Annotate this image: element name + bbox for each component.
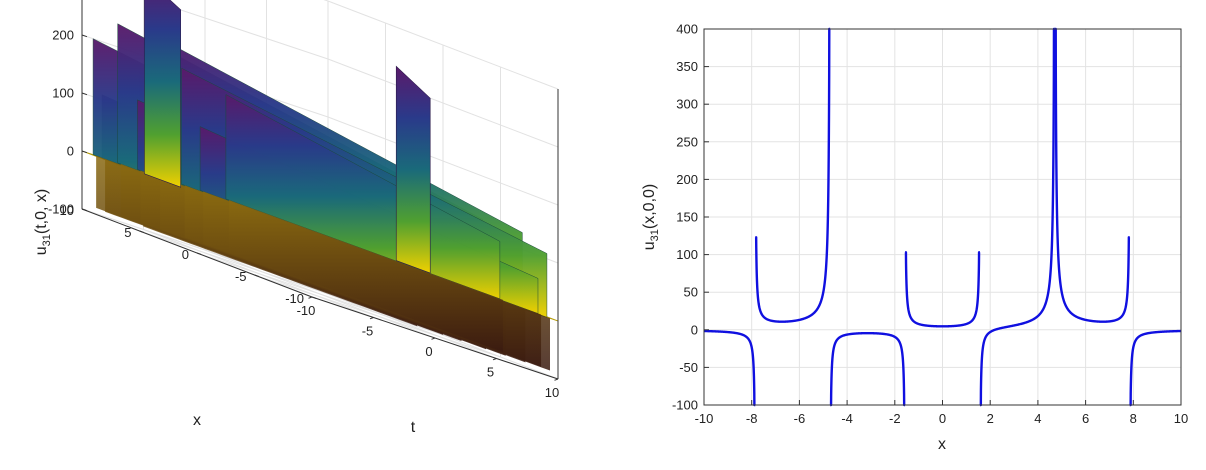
- surface-z-tick-labels: 4003002001000-100: [48, 28, 88, 217]
- surface-zlabel-rest: (t,0, x): [33, 189, 50, 234]
- x-tick-label: -4: [841, 411, 853, 426]
- x-tick-label: -10: [695, 411, 714, 426]
- x-tick-label: -8: [746, 411, 758, 426]
- y-tick-label: 300: [676, 97, 698, 112]
- t-tick-label: -10: [297, 303, 316, 318]
- y-tick-label: 150: [676, 210, 698, 225]
- z-tick: [81, 92, 88, 96]
- y-tick-label: 250: [676, 134, 698, 149]
- x-tick-label: 8: [1130, 411, 1137, 426]
- x-tick-label: 10: [60, 203, 74, 218]
- x-tick-label: 6: [1082, 411, 1089, 426]
- x-tick-label: -10: [285, 291, 304, 306]
- surface-ridges: [92, 0, 551, 371]
- t-tick-label: -5: [362, 324, 374, 339]
- t-tick: [369, 317, 374, 320]
- x-tick-label: 5: [124, 225, 131, 240]
- surface-t-tick-labels: -10 -5 0 5 10: [297, 296, 559, 400]
- z-tick: [81, 34, 88, 38]
- t-tick: [308, 296, 313, 299]
- edge-spike: [395, 65, 431, 274]
- t-tick: [492, 358, 497, 361]
- y-tick-label: -100: [672, 398, 698, 413]
- t-tick-label: 0: [425, 344, 432, 359]
- y-tick-label: 400: [676, 22, 698, 37]
- y-tick-label: 50: [684, 285, 698, 300]
- curve-segment: [828, 331, 907, 407]
- x-tick-label: 4: [1034, 411, 1041, 426]
- surface-x-tick-labels: 10 5 0 -5 -10: [60, 203, 317, 306]
- x-tick: [196, 252, 202, 255]
- y-tick-label: 0: [691, 322, 698, 337]
- line-plot-ylabel-rest: (x,0,0): [641, 184, 658, 229]
- y-tick-label: 100: [676, 247, 698, 262]
- line-plot-2d: -10 -8 -6 -4 -2 0 2 4 6 8 10 -100 -50 0 50 100 150 200 25…: [641, 22, 1188, 454]
- t-tick-label: 10: [545, 385, 559, 400]
- line-plot-series: [702, 27, 1183, 407]
- surface-zlabel-base: u: [33, 246, 50, 255]
- x-tick-label: 10: [1174, 411, 1188, 426]
- curve-segment: [903, 251, 982, 328]
- x-floor-gridline: [254, 274, 501, 358]
- surface-zlabel-sub: 31: [41, 234, 53, 246]
- x-tick: [254, 274, 259, 277]
- line-plot-ylabel-base: u: [641, 241, 658, 250]
- line-plot-ylabel: u31(x,0,0): [641, 184, 661, 251]
- x-tick-label: 2: [987, 411, 994, 426]
- curve-segment: [754, 27, 832, 323]
- line-plot-ylabel-sub: 31: [649, 229, 661, 241]
- curve-segment: [1053, 27, 1131, 323]
- y-tick-label: 200: [676, 172, 698, 187]
- y-tick-label: -50: [679, 360, 698, 375]
- surface-tlabel: t: [411, 419, 416, 436]
- z-tick: [81, 150, 88, 154]
- line-plot-xlabel: x: [938, 436, 946, 453]
- surface-xlabel: x: [193, 412, 201, 429]
- x-floor-gridline: [196, 252, 444, 336]
- x-tick: [311, 296, 317, 299]
- x-tick-label: -5: [235, 269, 247, 284]
- x-tick-label: -6: [794, 411, 806, 426]
- t-tick: [554, 378, 559, 381]
- line-plot-x-ticks: -10 -8 -6 -4 -2 0 2 4 6 8 10: [695, 400, 1188, 426]
- t-tick-label: 5: [487, 365, 494, 380]
- z-tick-label: 0: [67, 144, 74, 159]
- ridge-down-face: [228, 199, 503, 353]
- t-tick: [431, 337, 436, 340]
- z-tick-label: -100: [48, 202, 74, 217]
- x-tick: [81, 208, 87, 211]
- x-tick-label: 0: [939, 411, 946, 426]
- curve-segment: [1128, 329, 1183, 407]
- surface-zlabel: u31(t,0, x): [33, 189, 53, 256]
- z-tick-label: 200: [52, 28, 74, 43]
- x-tick-label: 0: [182, 247, 189, 262]
- curve-segment: [702, 329, 757, 407]
- z-tick-label: 100: [52, 86, 74, 101]
- line-plot-y-ticks: -100 -50 0 50 100 150 200 250 300 350 400: [672, 22, 709, 413]
- edge-spike: [144, 0, 181, 188]
- y-tick-label: 350: [676, 59, 698, 74]
- x-tick-label: -2: [889, 411, 901, 426]
- x-tick: [139, 230, 144, 233]
- curve-segment: [978, 27, 1057, 407]
